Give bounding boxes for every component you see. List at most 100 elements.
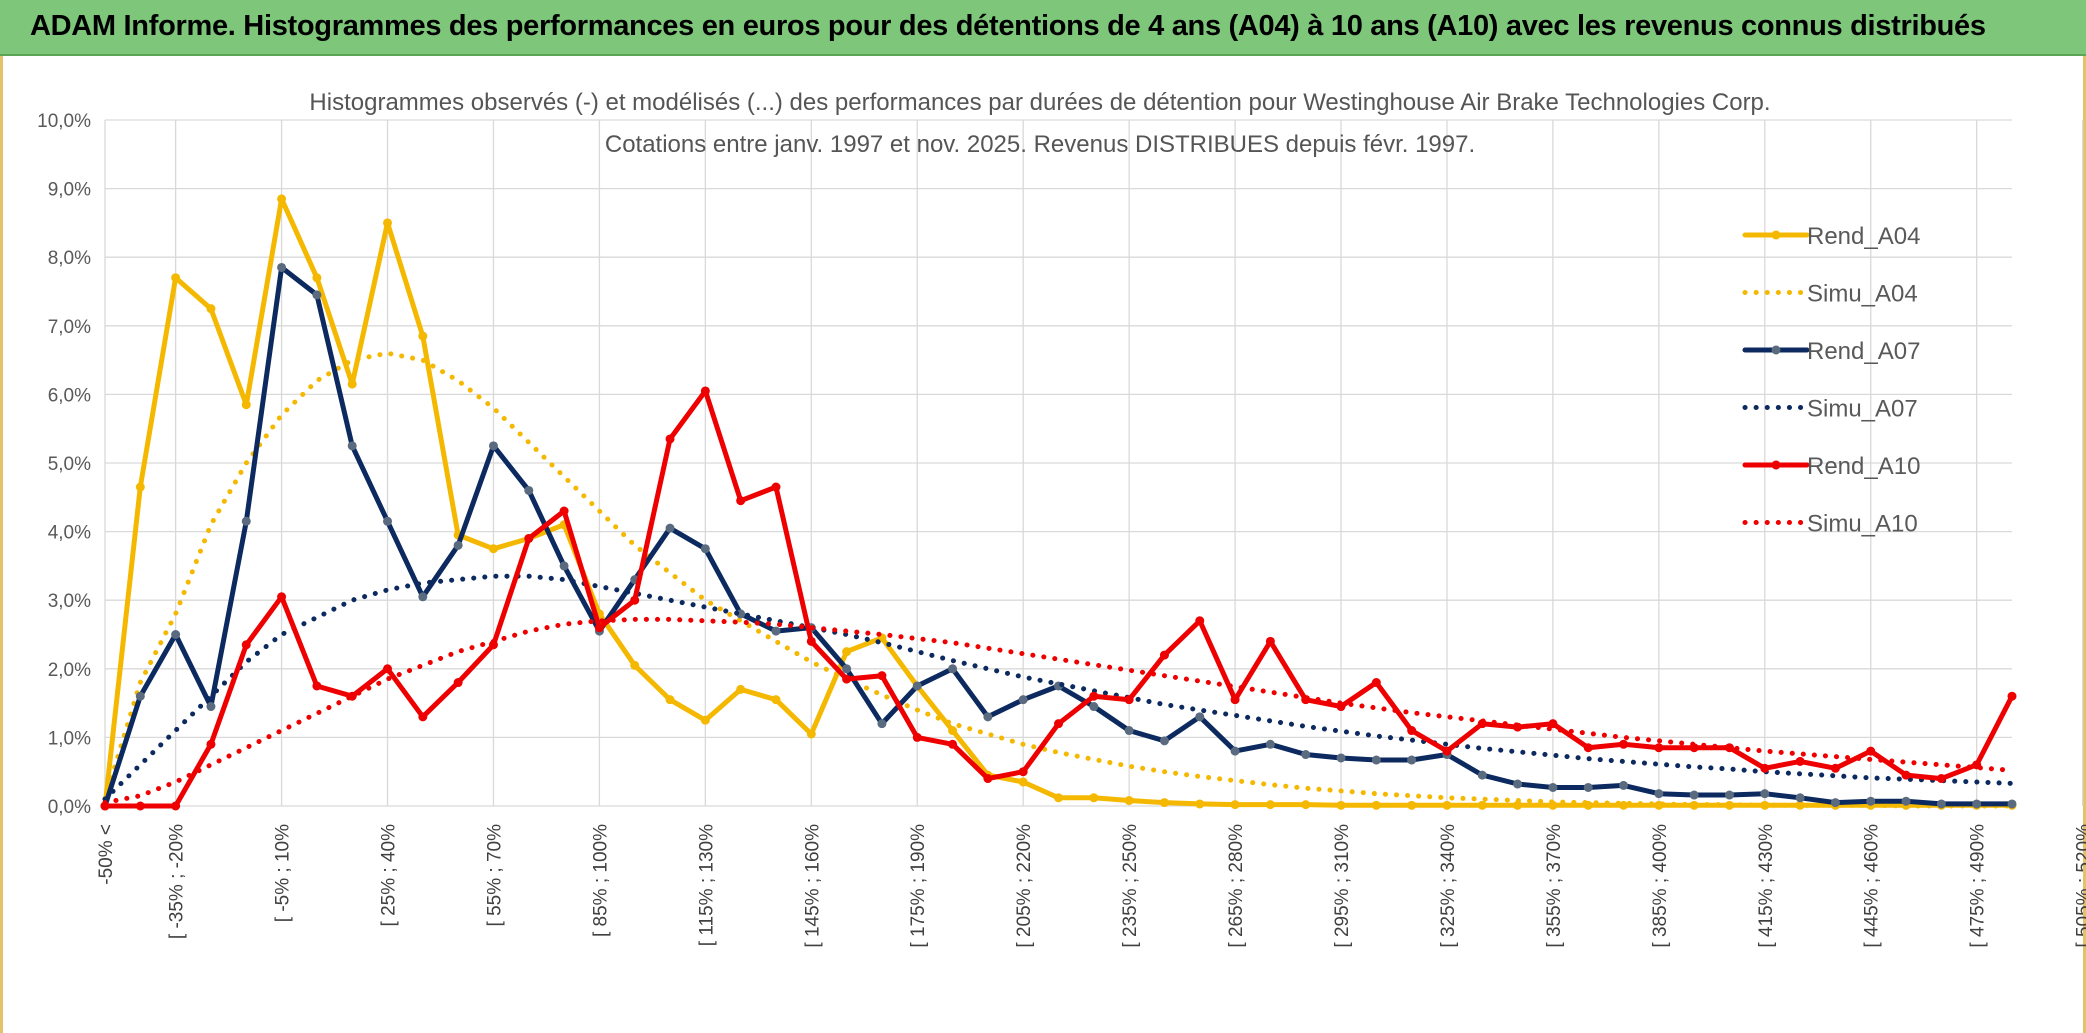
data-point-Rend_A10 (383, 664, 393, 674)
data-point-Rend_A07 (1619, 780, 1629, 790)
data-point-Rend_A07 (1972, 799, 1982, 809)
data-point-Rend_A07 (1407, 755, 1417, 765)
data-point-Rend_A07 (488, 441, 498, 451)
data-point-Rend_A07 (700, 544, 710, 554)
data-point-Rend_A04 (736, 684, 746, 694)
data-point-Rend_A07 (241, 516, 251, 526)
x-tick-label: [ 355% ; 370% (1544, 824, 1565, 948)
data-point-Rend_A10 (594, 623, 604, 633)
data-point-Rend_A04 (135, 482, 145, 492)
legend: Rend_A04 Simu_A04 Rend_A07 Simu_A07 Rend_A10… (1742, 223, 1920, 538)
data-point-Rend_A07 (842, 664, 852, 674)
data-point-Rend_A07 (1795, 793, 1805, 803)
data-point-Rend_A10 (1159, 650, 1169, 660)
data-point-Rend_A07 (1124, 726, 1134, 736)
data-point-Rend_A07 (948, 664, 958, 674)
data-point-Rend_A04 (842, 647, 852, 657)
x-tick-label: [ -35% ; -20% (167, 824, 188, 939)
data-point-Rend_A10 (1124, 695, 1134, 705)
data-point-Rend_A10 (2007, 691, 2017, 701)
x-tick-label: [ 295% ; 310% (1332, 824, 1353, 948)
data-point-Rend_A10 (1371, 678, 1381, 688)
data-point-Rend_A04 (312, 273, 322, 283)
data-point-Rend_A07 (559, 561, 569, 571)
x-tick-label: [ 235% ; 250% (1120, 824, 1141, 948)
legend-label-Simu_A04: Simu_A04 (1807, 281, 1918, 308)
legend-marker-Rend_A07 (1771, 345, 1781, 355)
data-point-Rend_A07 (418, 592, 428, 602)
data-point-Rend_A04 (277, 194, 287, 204)
data-point-Rend_A07 (1301, 750, 1311, 760)
data-point-Rend_A10 (877, 671, 887, 681)
data-point-Rend_A07 (1689, 790, 1699, 800)
data-point-Rend_A04 (1795, 800, 1805, 810)
series-line-Rend_A10 (102, 388, 2015, 809)
y-tick-label: 8,0% (48, 248, 91, 269)
data-point-Rend_A04 (1124, 796, 1134, 806)
data-point-Rend_A10 (453, 678, 463, 688)
data-point-Rend_A04 (206, 304, 216, 314)
data-point-Rend_A07 (1371, 755, 1381, 765)
legend-label-Rend_A07: Rend_A07 (1807, 338, 1920, 365)
legend-label-Simu_A10: Simu_A10 (1807, 511, 1918, 538)
legend-label-Simu_A07: Simu_A07 (1807, 396, 1918, 423)
data-point-Rend_A07 (1583, 782, 1593, 792)
series-line-Simu_A10 (102, 616, 2015, 806)
data-point-Rend_A07 (1830, 798, 1840, 808)
data-point-Rend_A10 (1936, 774, 1946, 784)
x-tick-label: [ 205% ; 220% (1014, 824, 1035, 948)
x-tick-label: [ 25% ; 40% (379, 824, 400, 927)
x-axis: -50% < [ -35% ; -20% [ -5% ; 10% [ 25% ; 40… (96, 824, 2086, 948)
data-point-Rend_A04 (1054, 793, 1063, 803)
data-point-Rend_A07 (1513, 779, 1523, 789)
data-point-Rend_A04 (383, 218, 393, 228)
data-point-Rend_A10 (241, 640, 251, 650)
data-point-Rend_A07 (1195, 712, 1205, 722)
data-point-Rend_A04 (1265, 800, 1275, 810)
series-group (100, 194, 2017, 811)
data-point-Rend_A07 (1336, 753, 1346, 763)
x-tick-label: [ 445% ; 460% (1862, 824, 1883, 948)
y-tick-label: 3,0% (48, 591, 91, 612)
x-tick-label: -50% < (96, 824, 117, 885)
y-tick-label: 1,0% (48, 728, 91, 749)
data-point-Rend_A07 (277, 262, 287, 272)
data-point-Rend_A10 (771, 482, 781, 492)
series-line-Simu_A04 (102, 350, 2015, 809)
x-tick-label: [ 145% ; 160% (802, 824, 823, 948)
data-point-Rend_A07 (1654, 789, 1664, 799)
data-point-Rend_A04 (948, 726, 958, 736)
data-point-Rend_A04 (1442, 800, 1452, 810)
data-point-Rend_A10 (312, 681, 322, 691)
data-point-Rend_A10 (1442, 746, 1452, 756)
x-tick-label: [ 175% ; 190% (908, 824, 929, 948)
data-point-Rend_A04 (806, 729, 816, 739)
legend-label-Rend_A04: Rend_A04 (1807, 223, 1920, 250)
y-tick-label: 4,0% (48, 523, 91, 544)
data-point-Rend_A07 (1159, 736, 1169, 746)
data-point-Rend_A10 (1619, 739, 1629, 749)
data-point-Rend_A10 (1054, 719, 1063, 729)
y-tick-label: 6,0% (48, 385, 91, 406)
data-point-Rend_A10 (806, 636, 816, 646)
data-point-Rend_A04 (1336, 800, 1346, 810)
data-point-Rend_A04 (1619, 800, 1629, 810)
data-point-Rend_A07 (135, 691, 145, 701)
data-point-Rend_A10 (1901, 770, 1911, 780)
y-tick-label: 7,0% (48, 317, 91, 338)
x-tick-label: [ 385% ; 400% (1650, 824, 1671, 948)
data-point-Rend_A07 (665, 523, 675, 533)
data-point-Rend_A07 (877, 719, 887, 729)
data-point-Rend_A07 (1230, 746, 1240, 756)
data-point-Rend_A10 (1230, 695, 1240, 705)
data-point-Rend_A07 (1265, 739, 1275, 749)
data-point-Rend_A07 (347, 441, 357, 451)
data-point-Rend_A04 (1159, 798, 1169, 808)
x-tick-label: [ -5% ; 10% (273, 824, 294, 922)
data-point-Rend_A10 (1654, 743, 1664, 753)
data-point-Rend_A04 (1018, 777, 1028, 787)
data-point-Rend_A10 (665, 434, 675, 444)
data-point-Rend_A04 (241, 400, 251, 410)
x-tick-label: [ 85% ; 100% (590, 824, 611, 937)
y-tick-label: 10,0% (37, 111, 91, 132)
